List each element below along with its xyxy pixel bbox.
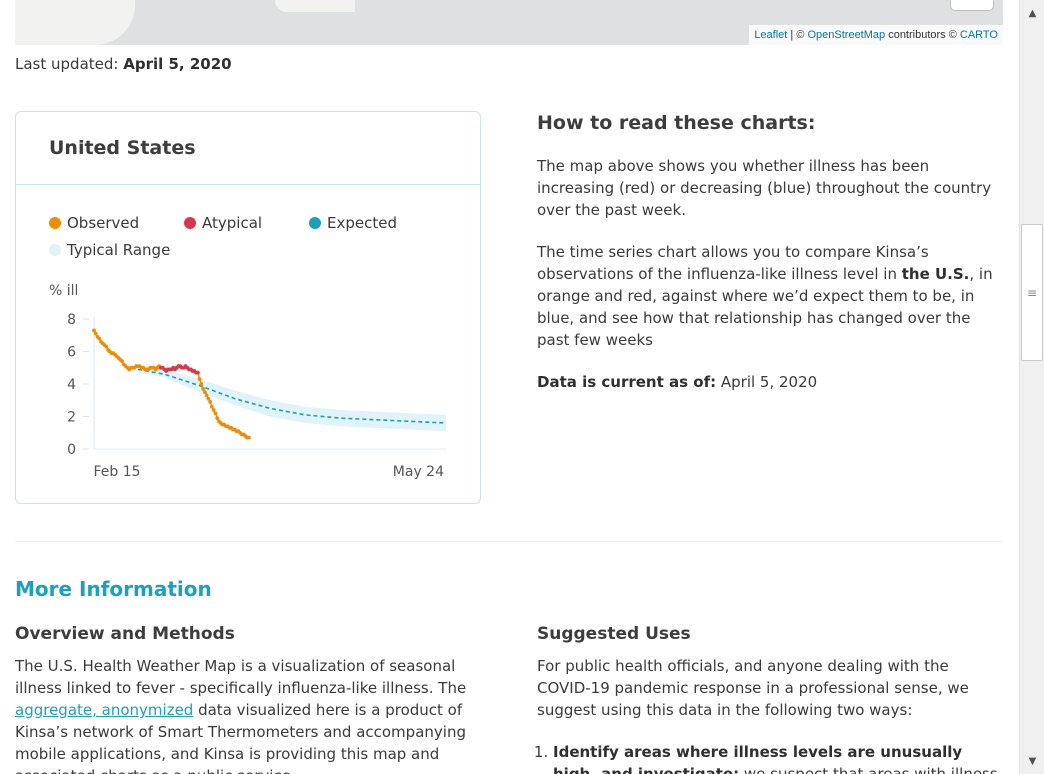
observed-point [246, 435, 251, 440]
vertical-scrollbar[interactable]: ▲ ≡ ▼ [1019, 0, 1044, 774]
region-name: the U.S. [901, 265, 970, 283]
legend-dot-observed [49, 217, 61, 229]
overview-text-a: The U.S. Health Weather Map is a visuali… [15, 657, 467, 697]
openstreetmap-link[interactable]: OpenStreetMap [807, 29, 886, 41]
list-item-heading: Identify areas where illness levels are … [553, 743, 963, 774]
legend-item-atypical[interactable]: Atypical [184, 214, 262, 232]
legend-label: Atypical [202, 214, 263, 232]
observed-point [213, 411, 218, 416]
page-viewport: Leaflet | © OpenStreetMap contributors ©… [0, 0, 1019, 774]
overview-methods-section: Overview and Methods The U.S. Health Wea… [15, 623, 485, 774]
last-updated: Last updated: April 5, 2020 [15, 55, 232, 73]
illness-line-chart[interactable]: 0 2 4 6 8 Feb 15 May 24 [16, 282, 480, 482]
list-item: Identify areas where illness levels are … [553, 741, 1007, 774]
legend-dot-typical-range [49, 244, 61, 256]
observed-point [202, 390, 207, 395]
legend-label: Expected [327, 214, 397, 232]
expected-series-line [137, 368, 447, 424]
list-item-text: we suspect that areas with illness level… [743, 765, 998, 774]
atypical-point [195, 370, 200, 375]
carto-link[interactable]: CARTO [959, 29, 998, 41]
section-divider [15, 541, 1003, 542]
overview-text: The U.S. Health Weather Map is a visuali… [15, 655, 485, 774]
suggested-uses-list: Identify areas where illness levels are … [537, 741, 1007, 774]
x-tick-label: May 24 [393, 464, 444, 480]
data-current-date: April 5, 2020 [720, 373, 818, 391]
attribution-separator: | © [787, 29, 808, 41]
legend-dot-expected [309, 217, 321, 229]
y-tick-label: 0 [67, 442, 76, 458]
observed-point [215, 416, 220, 421]
observed-point [201, 386, 206, 391]
leaflet-link[interactable]: Leaflet [754, 29, 788, 41]
observed-series-line [93, 330, 249, 439]
observed-point [97, 336, 102, 341]
map-attribution: Leaflet | © OpenStreetMap contributors ©… [749, 25, 1003, 45]
last-updated-date: April 5, 2020 [123, 55, 232, 73]
last-updated-label: Last updated: [15, 55, 119, 73]
how-to-read-paragraph-2: The time series chart allows you to comp… [537, 241, 1007, 351]
overview-text-b: data visualized here is a product of Kin… [15, 701, 466, 774]
paragraph-text: , in orange and red, against where we’d … [537, 265, 993, 349]
observed-point [93, 331, 98, 336]
legend-item-typical-range[interactable]: Typical Range [49, 241, 170, 259]
legend-label: Typical Range [67, 241, 171, 259]
observed-point [92, 328, 96, 333]
observed-point [206, 396, 211, 401]
overview-title: Overview and Methods [15, 624, 235, 644]
aggregate-anonymized-link[interactable]: aggregate, anonymized [15, 701, 194, 719]
suggested-uses-section: Suggested Uses For public health officia… [537, 623, 1007, 774]
data-current-label: Data is current as of: [537, 373, 717, 391]
observed-point [211, 408, 216, 412]
scrollbar-thumb[interactable]: ≡ [1021, 224, 1043, 361]
more-information-title: More Information [15, 577, 212, 601]
legend-label: Observed [67, 214, 140, 232]
y-tick-label: 4 [67, 377, 76, 393]
card-title: United States [49, 137, 196, 159]
suggested-uses-text: For public health officials, and anyone … [537, 657, 969, 719]
observed-point [104, 344, 109, 349]
attribution-contributors: contributors © [885, 29, 960, 41]
typical-range-band [138, 366, 446, 432]
how-to-read-paragraph-1: The map above shows you whether illness … [537, 157, 992, 219]
y-axis-title: % ill [49, 283, 79, 299]
x-tick-label: Feb 15 [93, 464, 140, 480]
map-land [275, 0, 355, 12]
grip-icon: ≡ [1026, 285, 1038, 300]
legend-item-observed[interactable]: Observed [49, 214, 139, 232]
y-tick-label: 2 [67, 410, 76, 426]
y-tick-label: 8 [67, 312, 76, 328]
y-tick-label: 6 [67, 345, 76, 361]
suggested-uses-title: Suggested Uses [537, 624, 691, 644]
map-zoom-control[interactable] [951, 0, 993, 10]
observed-point [208, 399, 213, 404]
chart-card: United States Observed Atypical Expected… [15, 111, 481, 504]
legend-dot-atypical [184, 217, 196, 229]
paragraph-text: The time series chart allows you to comp… [537, 243, 929, 283]
card-header: United States [16, 112, 480, 185]
observed-point [199, 382, 204, 386]
data-current-as-of: Data is current as of: April 5, 2020 [537, 371, 1007, 393]
map-land [15, 0, 135, 45]
legend-item-expected[interactable]: Expected [309, 214, 397, 232]
observed-point [197, 377, 202, 382]
observed-point [210, 404, 214, 409]
scroll-down-arrow-icon[interactable]: ▼ [1028, 755, 1037, 767]
illness-map[interactable]: Leaflet | © OpenStreetMap contributors ©… [15, 0, 1003, 45]
scroll-up-arrow-icon[interactable]: ▲ [1028, 7, 1037, 19]
observed-point [204, 393, 209, 398]
how-to-read-section: How to read these charts: The map above … [537, 111, 1007, 413]
observed-point [120, 359, 125, 364]
how-to-read-title: How to read these charts: [537, 112, 816, 134]
